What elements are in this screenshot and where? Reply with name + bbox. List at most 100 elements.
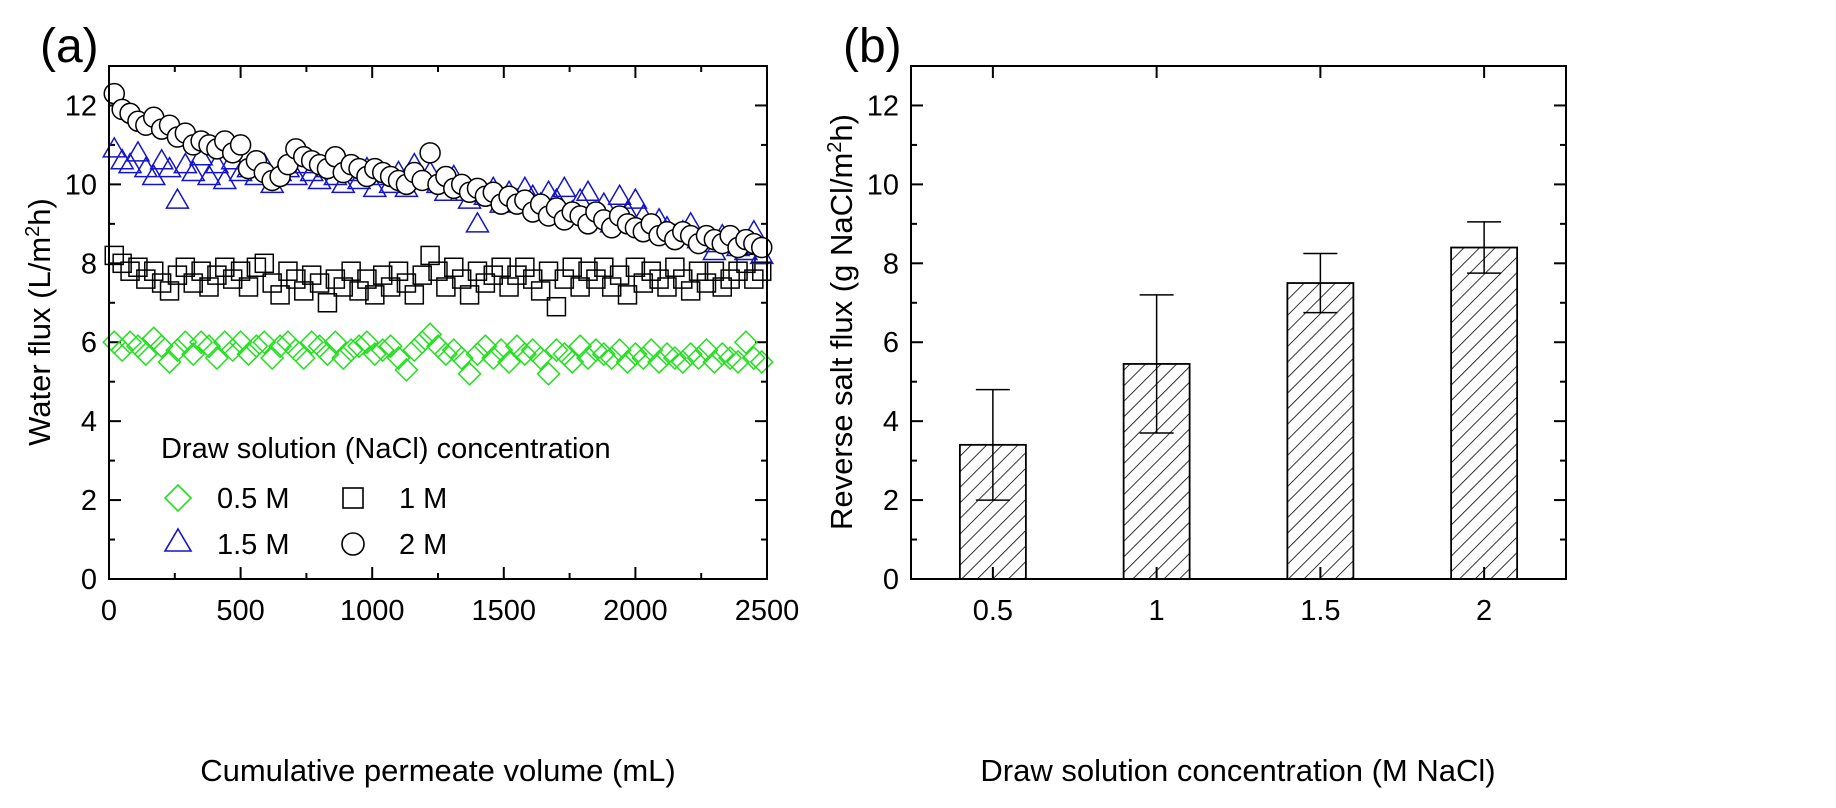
point-0-5m: [591, 342, 616, 367]
point-0-5m: [386, 345, 411, 371]
point-1m: [530, 281, 551, 301]
point-2m: [750, 236, 773, 259]
point-0-5m: [362, 342, 387, 367]
panel-a-points: [101, 82, 775, 386]
point-1m: [120, 261, 140, 281]
bar: [1450, 246, 1519, 580]
point-1m: [270, 285, 290, 305]
panel-a-y-axis-label: Water flux (L/m2h): [22, 198, 57, 446]
point-1m: [475, 273, 496, 293]
point-0-5m: [741, 345, 766, 371]
point-1m: [349, 281, 369, 301]
point-1m: [357, 269, 377, 289]
point-0-5m: [678, 342, 703, 367]
point-2m: [419, 142, 441, 164]
point-1m: [649, 269, 669, 289]
point-1m: [199, 277, 219, 297]
point-0-5m: [299, 330, 324, 355]
point-0-5m: [189, 330, 214, 355]
point-1m: [207, 265, 227, 285]
point-0-5m: [410, 330, 435, 355]
panel-b-ticks: [911, 66, 1566, 580]
point-0-5m: [141, 326, 166, 351]
point-1m: [175, 257, 196, 278]
legend-triangle-icon: [163, 527, 193, 552]
point-1m: [317, 293, 338, 313]
point-1m: [404, 285, 425, 305]
panel-b: (b) 0 2 4 6 8 10 12 0.5 1 1.5 2 Draw solution conc…: [824, 20, 1567, 788]
point-1m: [546, 296, 567, 317]
legend-diamond-icon: [163, 483, 193, 513]
point-1m: [554, 269, 575, 289]
point-1m: [143, 261, 164, 281]
point-1m: [412, 265, 432, 285]
point-1-5m: [117, 152, 143, 174]
point-0-5m: [583, 338, 608, 363]
y-tick-label: 10: [65, 169, 97, 201]
point-0-5m: [181, 342, 206, 367]
legend-title: Draw solution (NaCl) concentration: [161, 433, 611, 465]
x-tick-label: 1000: [340, 595, 405, 627]
point-1-5m: [552, 175, 577, 198]
point-0-5m: [512, 342, 537, 367]
point-0-5m: [662, 345, 687, 371]
point-1m: [459, 285, 480, 305]
x-tick-label: 0: [101, 595, 117, 627]
point-1m: [167, 265, 188, 285]
point-0-5m: [702, 349, 727, 375]
point-1m: [562, 257, 582, 278]
point-0-5m: [449, 345, 474, 371]
point-0-5m: [117, 330, 143, 355]
panel-a: (a) 0 500 1000 1500 2000 2500 0 2 4 6 8 10 12 Cumula…: [22, 20, 799, 788]
point-1m: [751, 261, 772, 281]
point-1m: [673, 269, 693, 289]
point-0-5m: [710, 342, 735, 367]
point-0-5m: [575, 345, 601, 371]
point-0-5m: [204, 345, 229, 371]
point-0-5m: [497, 349, 522, 375]
point-0-5m: [291, 345, 316, 371]
point-1m: [744, 269, 764, 289]
point-1m: [396, 273, 417, 293]
point-1-5m: [157, 156, 182, 178]
point-1m: [570, 277, 590, 297]
y-tick-label: 2: [883, 485, 899, 517]
point-1m: [309, 273, 330, 293]
point-1m: [586, 269, 606, 289]
point-0-5m: [718, 345, 743, 371]
point-0-5m: [694, 338, 719, 363]
point-1m: [491, 257, 511, 278]
x-tick-label: 1500: [472, 595, 537, 627]
x-tick-label: 1.5: [1300, 595, 1340, 627]
point-1m: [609, 265, 630, 285]
point-1m: [696, 273, 717, 293]
point-0-5m: [647, 349, 672, 375]
point-1-5m: [149, 148, 174, 170]
panel-b-tick-labels: 0 2 4 6 8 10 12 0.5 1 1.5 2: [867, 90, 1492, 627]
x-tick-label: 500: [216, 595, 264, 627]
point-0-5m: [639, 338, 664, 363]
point-1m: [594, 257, 614, 278]
point-1m: [128, 257, 148, 278]
legend-label-0-5m: 0.5 M: [217, 483, 290, 515]
x-tick-label: 2: [1476, 595, 1492, 627]
point-1m: [601, 277, 622, 297]
point-1m: [325, 269, 346, 289]
point-1m: [617, 285, 638, 305]
y-tick-label: 8: [81, 248, 97, 280]
point-1m: [444, 257, 464, 278]
y-tick-label: 4: [81, 406, 97, 438]
point-1m: [507, 265, 527, 285]
panel-b-frame: [910, 65, 1567, 580]
panel-a-x-axis-label: Cumulative permeate volume (mL): [200, 753, 676, 788]
point-1m: [365, 285, 385, 305]
point-1m: [222, 269, 243, 289]
y-tick-label: 2: [81, 485, 97, 517]
point-0-5m: [473, 334, 498, 359]
point-0-5m: [378, 334, 403, 359]
point-0-5m: [481, 345, 506, 371]
point-1-5m: [101, 136, 127, 158]
point-1m: [704, 261, 725, 281]
point-1m: [467, 261, 488, 281]
